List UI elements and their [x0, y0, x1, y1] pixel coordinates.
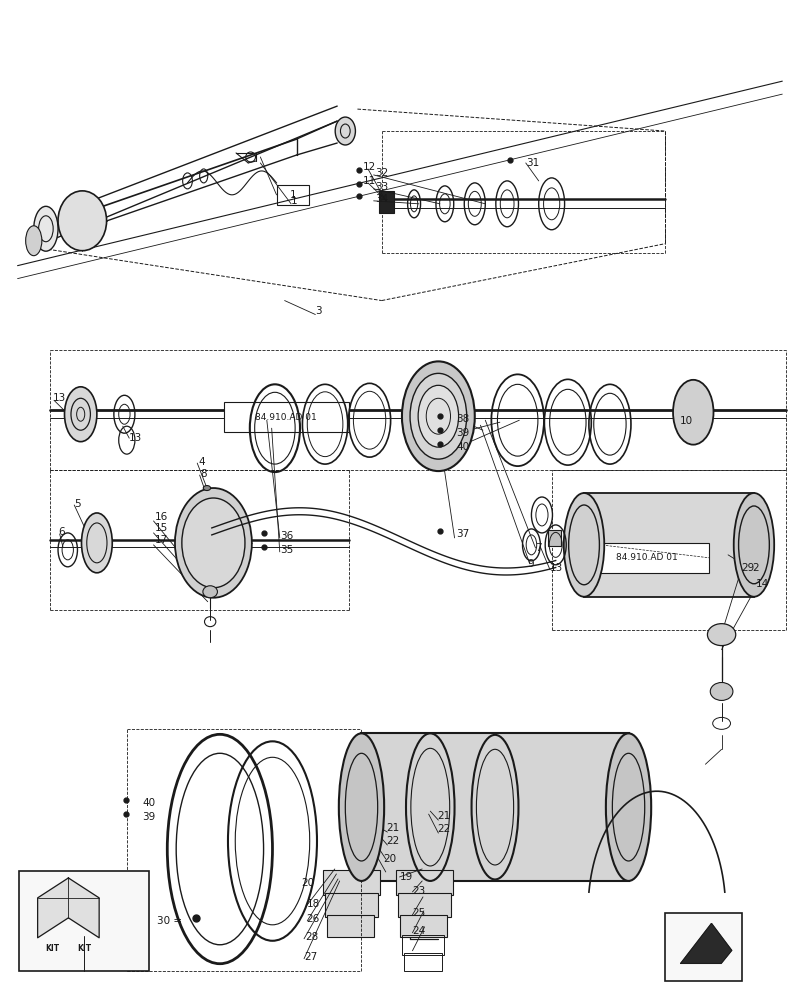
Polygon shape	[680, 923, 731, 963]
Text: 13: 13	[549, 563, 563, 573]
Text: 32: 32	[375, 168, 388, 178]
Text: 13: 13	[52, 393, 66, 403]
Text: 27: 27	[303, 952, 317, 962]
Text: 37: 37	[456, 529, 469, 539]
Bar	[583, 493, 753, 597]
Text: 11: 11	[363, 176, 375, 186]
Text: 25: 25	[412, 908, 425, 918]
Ellipse shape	[605, 733, 650, 881]
Bar	[664, 913, 741, 981]
Text: 38: 38	[456, 414, 469, 424]
Text: 23: 23	[412, 886, 425, 896]
Ellipse shape	[338, 733, 384, 881]
Text: 39: 39	[142, 812, 155, 822]
Text: 22: 22	[436, 824, 449, 834]
Bar	[379, 191, 393, 213]
Text: 30 =: 30 =	[157, 916, 182, 926]
Text: 29: 29	[740, 563, 753, 573]
Text: 17: 17	[154, 535, 167, 545]
Text: 1: 1	[290, 196, 298, 206]
Text: 4: 4	[198, 457, 204, 467]
Bar	[547, 530, 560, 546]
Bar	[404, 953, 441, 971]
Ellipse shape	[174, 488, 251, 598]
Bar	[323, 870, 380, 895]
Text: 18: 18	[306, 899, 320, 909]
Text: 22: 22	[385, 836, 398, 846]
Text: 26: 26	[306, 914, 320, 924]
Ellipse shape	[26, 226, 42, 256]
Text: 5: 5	[74, 499, 81, 509]
Text: 84.910.AD 01: 84.910.AD 01	[615, 553, 677, 562]
Text: 39: 39	[456, 428, 469, 438]
Text: KIT: KIT	[45, 944, 59, 953]
Polygon shape	[37, 878, 99, 938]
Text: 36: 36	[281, 531, 294, 541]
Ellipse shape	[335, 117, 355, 145]
Text: 8: 8	[200, 469, 207, 479]
Bar	[224, 402, 349, 432]
Text: 31: 31	[525, 158, 539, 168]
Text: 33: 33	[375, 182, 388, 192]
Text: 9: 9	[526, 559, 534, 569]
Text: 14: 14	[755, 579, 768, 589]
Ellipse shape	[58, 191, 106, 251]
Bar	[396, 870, 453, 895]
Ellipse shape	[706, 624, 735, 646]
Ellipse shape	[203, 486, 210, 491]
Text: 3: 3	[315, 306, 322, 316]
Text: KIT: KIT	[77, 944, 92, 953]
Text: 40: 40	[456, 442, 469, 452]
Ellipse shape	[733, 493, 773, 597]
Text: 15: 15	[154, 523, 167, 533]
Text: 35: 35	[281, 545, 294, 555]
Text: 7: 7	[534, 543, 542, 553]
Ellipse shape	[418, 385, 458, 447]
Ellipse shape	[410, 373, 466, 459]
Text: 20: 20	[383, 854, 396, 864]
Bar	[326, 915, 373, 937]
Ellipse shape	[182, 498, 245, 588]
Text: 21: 21	[385, 823, 398, 833]
Bar	[400, 915, 447, 937]
Bar	[361, 733, 628, 881]
Text: 34: 34	[375, 194, 388, 204]
Text: 1: 1	[289, 190, 296, 200]
Ellipse shape	[81, 513, 112, 573]
Bar	[324, 893, 377, 917]
Text: 20: 20	[300, 878, 314, 888]
Bar	[401, 935, 444, 955]
Text: 40: 40	[142, 798, 155, 808]
Bar	[19, 871, 148, 971]
Ellipse shape	[401, 361, 474, 471]
Ellipse shape	[203, 586, 217, 598]
Ellipse shape	[710, 682, 732, 700]
Ellipse shape	[34, 206, 58, 251]
Bar	[397, 893, 450, 917]
Text: 16: 16	[154, 512, 167, 522]
Text: 84.910.AD 01: 84.910.AD 01	[255, 413, 317, 422]
Text: 19: 19	[399, 872, 412, 882]
Text: 2: 2	[752, 563, 758, 573]
Ellipse shape	[64, 387, 97, 442]
Text: 28: 28	[304, 932, 318, 942]
Text: 24: 24	[412, 926, 425, 936]
Ellipse shape	[563, 493, 603, 597]
Bar	[277, 185, 308, 205]
Text: 10: 10	[679, 416, 692, 426]
Text: 6: 6	[58, 527, 65, 537]
Text: 12: 12	[363, 162, 375, 172]
Text: 13: 13	[128, 433, 141, 443]
Ellipse shape	[672, 380, 713, 445]
Text: 21: 21	[436, 811, 449, 821]
Bar	[583, 543, 709, 573]
